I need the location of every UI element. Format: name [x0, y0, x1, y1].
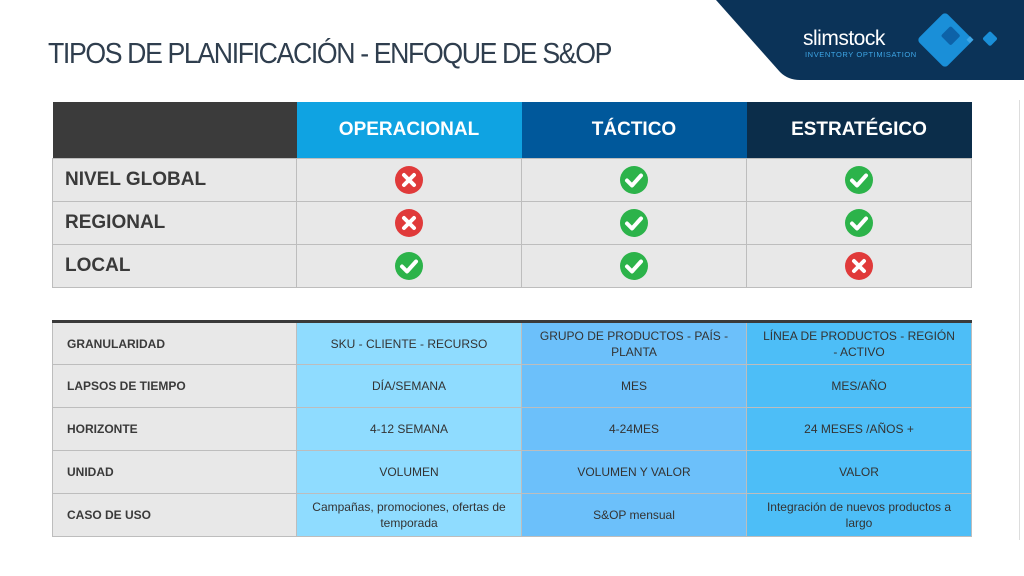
- table-cell: SKU - CLIENTE - RECURSO: [296, 321, 522, 365]
- table-row: REGIONAL: [52, 200, 972, 245]
- check-icon: [845, 165, 873, 194]
- status-cell: [746, 157, 972, 202]
- table-cell: LÍNEA DE PRODUCTOS - REGIÓN - ACTIVO: [746, 321, 972, 365]
- status-cell: [296, 157, 522, 202]
- check-icon: [620, 208, 648, 237]
- check-icon: [395, 251, 423, 280]
- table-row: LOCAL: [52, 243, 972, 288]
- logo-mark: [918, 13, 972, 67]
- table-cell: Campañas, promociones, ofertas de tempor…: [296, 493, 522, 537]
- table-row: NIVEL GLOBAL: [52, 157, 972, 202]
- status-cell: [296, 243, 522, 288]
- table-cell: MES: [521, 364, 747, 408]
- header-empty: [52, 102, 297, 158]
- row-label: LOCAL: [52, 243, 297, 288]
- check-icon: [845, 208, 873, 237]
- table-cell: GRUPO DE PRODUCTOS - PAÍS - PLANTA: [521, 321, 747, 365]
- table-cell: 4-12 SEMANA: [296, 407, 522, 451]
- table-cell: S&OP mensual: [521, 493, 747, 537]
- row-label: UNIDAD: [52, 450, 297, 494]
- cross-icon: [395, 208, 423, 237]
- logo-text: slimstock: [803, 27, 885, 50]
- status-cell: [296, 200, 522, 245]
- status-cell: [521, 200, 747, 245]
- check-icon: [620, 251, 648, 280]
- status-cell: [746, 243, 972, 288]
- header-banner: [716, 0, 1024, 80]
- row-label: REGIONAL: [52, 200, 297, 245]
- status-cell: [746, 200, 972, 245]
- table-cell: 24 MESES /AÑOS +: [746, 407, 972, 451]
- table-cell: VOLUMEN: [296, 450, 522, 494]
- row-label: GRANULARIDAD: [52, 321, 297, 365]
- table-row: UNIDAD VOLUMEN VOLUMEN Y VALOR VALOR: [52, 450, 972, 494]
- table-cell: VALOR: [746, 450, 972, 494]
- cross-icon: [845, 251, 873, 280]
- cross-icon: [395, 165, 423, 194]
- row-label: LAPSOS DE TIEMPO: [52, 364, 297, 408]
- page-title: TIPOS DE PLANIFICACIÓN - ENFOQUE DE S&OP: [48, 38, 612, 70]
- status-cell: [521, 157, 747, 202]
- table-cell: MES/AÑO: [746, 364, 972, 408]
- table-row: LAPSOS DE TIEMPO DÍA/SEMANA MES MES/AÑO: [52, 364, 972, 408]
- table-cell: DÍA/SEMANA: [296, 364, 522, 408]
- logo-tagline: INVENTORY OPTIMISATION: [805, 50, 917, 59]
- status-cell: [521, 243, 747, 288]
- row-label: HORIZONTE: [52, 407, 297, 451]
- check-icon: [620, 165, 648, 194]
- row-label: CASO DE USO: [52, 493, 297, 537]
- table-header-row: OPERACIONAL TÁCTICO ESTRATÉGICO: [52, 102, 972, 158]
- table-row: HORIZONTE 4-12 SEMANA 4-24MES 24 MESES /AÑO…: [52, 407, 972, 451]
- levels-table: OPERACIONAL TÁCTICO ESTRATÉGICO NIVEL GL…: [52, 102, 972, 288]
- divider: [1019, 100, 1020, 540]
- row-label: NIVEL GLOBAL: [52, 157, 297, 202]
- table-row: GRANULARIDAD SKU - CLIENTE - RECURSO GRUPO…: [52, 321, 972, 365]
- header-estrategico: ESTRATÉGICO: [746, 102, 972, 158]
- details-table: GRANULARIDAD SKU - CLIENTE - RECURSO GRUPO…: [52, 320, 972, 537]
- table-row: CASO DE USO Campañas, promociones, oferta…: [52, 493, 972, 537]
- header-tactico: TÁCTICO: [521, 102, 747, 158]
- table-cell: Integración de nuevos productos a largo: [746, 493, 972, 537]
- table-cell: 4-24MES: [521, 407, 747, 451]
- table-cell: VOLUMEN Y VALOR: [521, 450, 747, 494]
- header-operacional: OPERACIONAL: [296, 102, 522, 158]
